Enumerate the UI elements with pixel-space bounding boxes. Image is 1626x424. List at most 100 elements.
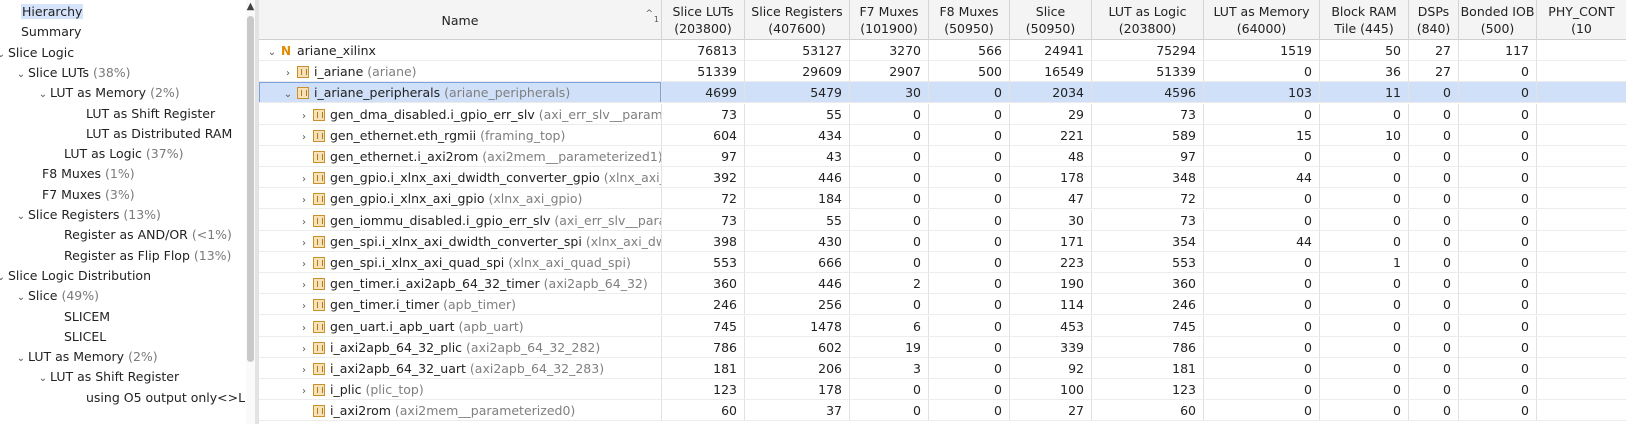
- table-row[interactable]: › gen_timer.i_timer (apb_timer) 246 256 0 0 11…: [259, 294, 1626, 316]
- instance-name-cell[interactable]: › gen_spi.i_xlnx_axi_quad_spi (xlnx_axi_q…: [259, 252, 662, 273]
- chevron-right-icon[interactable]: ›: [302, 343, 306, 355]
- chevron-down-icon[interactable]: ⌄: [16, 353, 26, 365]
- chevron-down-icon[interactable]: ⌄: [0, 267, 8, 288]
- column-header-name[interactable]: Name ^ 1: [259, 0, 662, 40]
- instance-name-cell[interactable]: › i_plic (plic_top): [259, 379, 662, 401]
- instance-name-cell[interactable]: › i_ariane (ariane): [259, 61, 662, 83]
- tree-item[interactable]: Summary: [21, 21, 81, 42]
- chevron-right-icon[interactable]: ›: [302, 216, 306, 228]
- table-row[interactable]: › i_ariane (ariane) 51339 29609 2907 500 16549…: [259, 61, 1626, 83]
- sort-ascending-icon[interactable]: ^: [645, 9, 653, 19]
- table-row[interactable]: › gen_dma_disabled.i_gpio_err_slv (axi_er…: [259, 103, 1626, 125]
- column-header[interactable]: Bonded IOB (500): [1459, 0, 1537, 40]
- table-row[interactable]: › i_plic (plic_top) 123 178 0 0 100 123 0 0 0 0: [259, 379, 1626, 401]
- table-row[interactable]: › gen_gpio.i_xlnx_axi_dwidth_converter_gp…: [259, 167, 1626, 189]
- chevron-down-icon[interactable]: ⌄: [16, 68, 26, 80]
- tree-item[interactable]: LUT as Shift Register: [86, 103, 215, 124]
- chevron-down-icon[interactable]: ⌄: [16, 292, 26, 304]
- chevron-right-icon[interactable]: ›: [302, 195, 306, 207]
- instance-name-cell[interactable]: › gen_spi.i_xlnx_axi_dwidth_converter_spi…: [259, 230, 662, 252]
- tree-item[interactable]: ⌄ Slice LUTs (38%): [14, 62, 131, 83]
- tree-item[interactable]: ⌄ Slice (49%): [14, 285, 99, 306]
- table-row[interactable]: › gen_iommu_disabled.i_gpio_err_slv (axi_…: [259, 209, 1626, 231]
- tree-item[interactable]: LUT as Logic (37%): [64, 143, 183, 164]
- instance-name-cell[interactable]: i_axi2rom (axi2mem__parameterized0): [259, 400, 662, 422]
- chevron-down-icon[interactable]: ⌄: [38, 89, 48, 101]
- instance-name-cell[interactable]: › gen_dma_disabled.i_gpio_err_slv (axi_er…: [259, 103, 662, 125]
- scrollbar-thumb[interactable]: [247, 16, 254, 362]
- instance-name-cell[interactable]: › gen_gpio.i_xlnx_axi_dwidth_converter_gp…: [259, 167, 662, 189]
- tree-item[interactable]: ⌄ Slice Registers (13%): [14, 204, 161, 225]
- tree-item[interactable]: ⌄ LUT as Memory (2%): [36, 82, 180, 103]
- chevron-down-icon[interactable]: ⌄: [38, 373, 48, 385]
- panel-splitter[interactable]: [255, 0, 259, 424]
- table-row[interactable]: i_axi2rom (axi2mem__parameterized0) 60 37 0…: [259, 400, 1626, 422]
- tree-item[interactable]: LUT as Distributed RAM: [86, 123, 232, 144]
- chevron-down-icon[interactable]: ⌄: [0, 44, 8, 65]
- chevron-right-icon[interactable]: ›: [302, 131, 306, 143]
- instance-name-cell[interactable]: › gen_timer.i_axi2apb_64_32_timer (axi2ap…: [259, 273, 662, 295]
- column-header[interactable]: Slice (50950): [1010, 0, 1092, 40]
- instance-name-cell[interactable]: › i_axi2apb_64_32_plic (axi2apb_64_32_282…: [259, 336, 662, 358]
- table-row[interactable]: › i_axi2apb_64_32_uart (axi2apb_64_32_283…: [259, 358, 1626, 379]
- value-cell-truncated: [1537, 82, 1626, 104]
- column-header[interactable]: LUT as Memory (64000): [1204, 0, 1320, 40]
- instance-name-cell[interactable]: › gen_iommu_disabled.i_gpio_err_slv (axi_…: [259, 209, 662, 231]
- column-header[interactable]: LUT as Logic (203800): [1092, 0, 1204, 40]
- tree-item[interactable]: Hierarchy: [21, 1, 84, 22]
- chevron-right-icon[interactable]: ›: [302, 301, 306, 313]
- chevron-right-icon[interactable]: ›: [302, 280, 306, 292]
- chevron-right-icon[interactable]: ›: [302, 237, 306, 249]
- tree-item[interactable]: F8 Muxes (1%): [42, 163, 135, 184]
- instance-name-cell[interactable]: › gen_ethernet.eth_rgmii (framing_top): [259, 124, 662, 146]
- column-header[interactable]: F7 Muxes (101900): [850, 0, 929, 40]
- column-header[interactable]: F8 Muxes (50950): [929, 0, 1010, 40]
- tree-scrollbar[interactable]: ▲: [246, 0, 255, 424]
- chevron-right-icon[interactable]: ›: [302, 259, 306, 270]
- chevron-right-icon[interactable]: ›: [286, 68, 290, 80]
- column-header[interactable]: Block RAM Tile (445): [1320, 0, 1409, 40]
- chevron-down-icon[interactable]: ⌄: [267, 47, 277, 58]
- tree-item[interactable]: SLICEM: [64, 306, 110, 327]
- tree-item[interactable]: F7 Muxes (3%): [42, 184, 135, 205]
- column-header[interactable]: DSPs (840): [1409, 0, 1459, 40]
- column-header[interactable]: PHY_CONT (10: [1537, 0, 1626, 40]
- column-header[interactable]: Slice Registers (407600): [745, 0, 850, 40]
- tree-item[interactable]: ⌄ LUT as Memory (2%): [14, 346, 158, 367]
- tree-item[interactable]: ⌄ LUT as Shift Register: [36, 366, 179, 387]
- tree-item[interactable]: SLICEL: [64, 326, 106, 347]
- column-header[interactable]: Slice LUTs (203800): [662, 0, 745, 40]
- chevron-right-icon[interactable]: ›: [302, 386, 306, 398]
- table-row[interactable]: › i_axi2apb_64_32_plic (axi2apb_64_32_282…: [259, 336, 1626, 358]
- chevron-down-icon[interactable]: ⌄: [283, 89, 293, 101]
- tree-item[interactable]: ⌄Slice Logic: [0, 42, 74, 63]
- tree-item[interactable]: using O5 output only<>L: [86, 387, 245, 408]
- table-row[interactable]: › gen_gpio.i_xlnx_axi_gpio (xlnx_axi_gpio…: [259, 188, 1626, 210]
- chevron-right-icon[interactable]: ›: [302, 365, 306, 376]
- value-cell: 29: [1010, 103, 1092, 125]
- module-icon: [313, 129, 325, 142]
- instance-name-cell[interactable]: ⌄ i_ariane_peripherals (ariane_peripheral…: [259, 82, 662, 104]
- instance-name-cell[interactable]: › gen_gpio.i_xlnx_axi_gpio (xlnx_axi_gpio…: [259, 188, 662, 210]
- chevron-down-icon[interactable]: ⌄: [16, 211, 26, 222]
- instance-name-cell[interactable]: › gen_uart.i_apb_uart (apb_uart): [259, 315, 662, 337]
- table-row[interactable]: › gen_timer.i_axi2apb_64_32_timer (axi2ap…: [259, 273, 1626, 295]
- table-row[interactable]: › gen_uart.i_apb_uart (apb_uart) 745 1478 6 0…: [259, 315, 1626, 337]
- table-row[interactable]: › gen_spi.i_xlnx_axi_dwidth_converter_spi…: [259, 230, 1626, 252]
- table-row[interactable]: › gen_ethernet.eth_rgmii (framing_top) 604…: [259, 124, 1626, 146]
- instance-name-cell[interactable]: gen_ethernet.i_axi2rom (axi2mem__paramet…: [259, 146, 662, 167]
- chevron-right-icon[interactable]: ›: [302, 110, 306, 122]
- chevron-right-icon[interactable]: ›: [302, 174, 306, 186]
- tree-item[interactable]: ⌄Slice Logic Distribution: [0, 265, 151, 286]
- scroll-up-icon[interactable]: ▲: [246, 1, 255, 12]
- instance-name-cell[interactable]: › i_axi2apb_64_32_uart (axi2apb_64_32_283…: [259, 358, 662, 379]
- tree-item[interactable]: Register as Flip Flop (13%): [64, 245, 231, 266]
- table-row[interactable]: ⌄ i_ariane_peripherals (ariane_peripheral…: [259, 82, 1626, 104]
- table-row[interactable]: gen_ethernet.i_axi2rom (axi2mem__paramet…: [259, 146, 1626, 167]
- tree-item[interactable]: Register as AND/OR (<1%): [64, 224, 232, 245]
- chevron-right-icon[interactable]: ›: [302, 322, 306, 334]
- instance-name-cell[interactable]: › gen_timer.i_timer (apb_timer): [259, 294, 662, 316]
- table-row[interactable]: › gen_spi.i_xlnx_axi_quad_spi (xlnx_axi_q…: [259, 252, 1626, 273]
